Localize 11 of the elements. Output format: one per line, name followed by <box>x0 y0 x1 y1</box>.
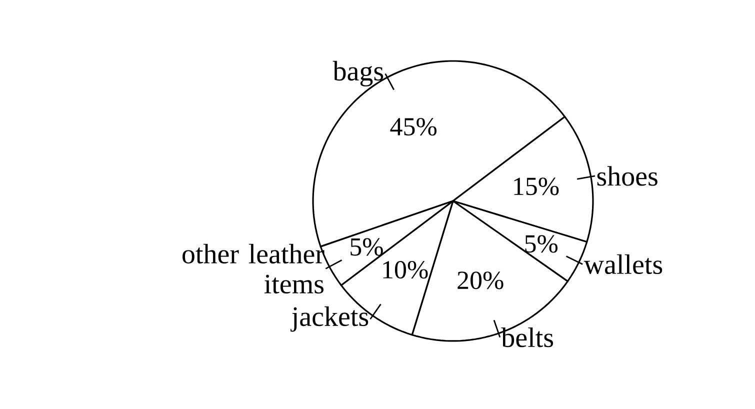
slice-label: jackets <box>290 306 368 332</box>
slice-label: shoes <box>597 166 658 186</box>
slice-label: bags <box>332 60 384 86</box>
data-label: 45% <box>390 118 436 136</box>
data-label: 5% <box>525 235 558 253</box>
data-label: 5% <box>350 238 383 256</box>
data-label: 15% <box>514 178 559 196</box>
slice-label: belts <box>501 327 554 348</box>
slice-label: wallets <box>584 254 662 274</box>
data-label: 10% <box>383 260 428 279</box>
data-label: 20% <box>458 272 504 290</box>
